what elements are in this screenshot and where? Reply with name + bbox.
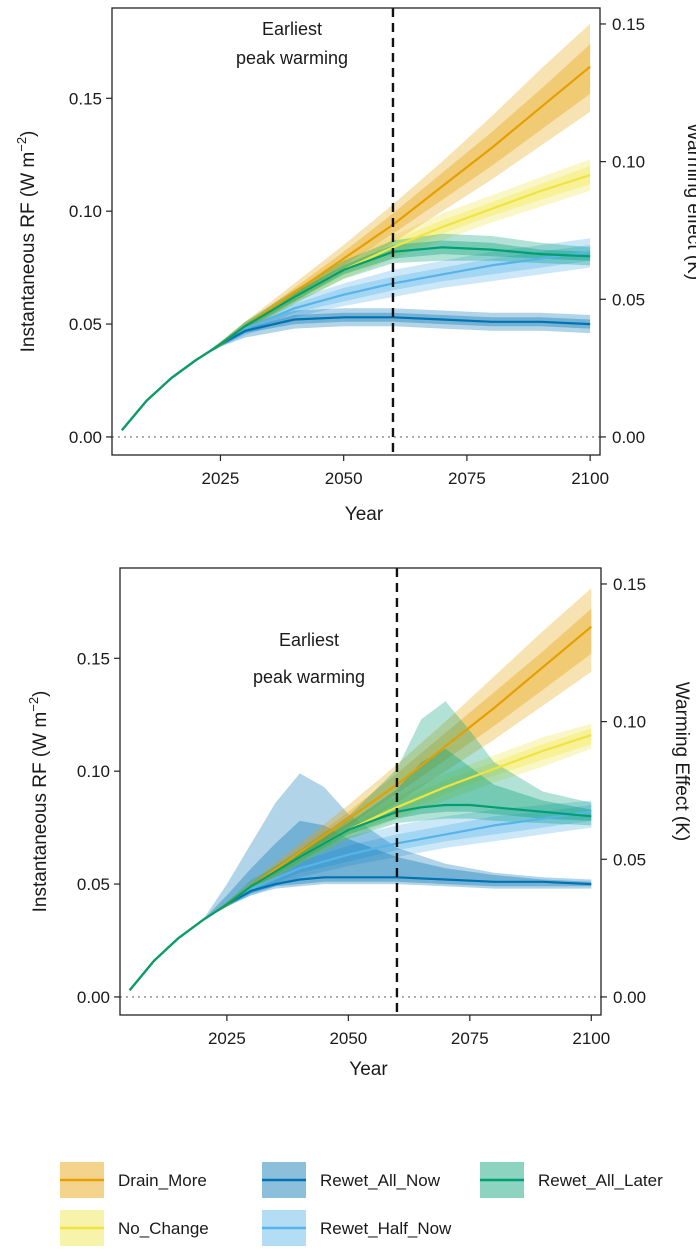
y2-tick-label: 0.15 [613,575,646,594]
x-tick-label: 2025 [202,469,240,488]
y2-tick-label: 0.10 [613,713,646,732]
band-inner-rewet-all-now [121,312,591,431]
x-axis-label: Year [349,1059,388,1080]
legend-label-rewet-all-now: Rewet_All_Now [320,1171,441,1190]
series-line-rewet-all-now [121,316,591,431]
y2-axis-label: Warming Effect (K) [671,682,692,841]
y2-tick-label: 0.05 [613,850,646,869]
series-line-rewet-all-now [128,876,592,991]
y2-tick-label: 0.05 [612,290,645,309]
legend-label-rewet-half-now: Rewet_Half_Now [320,1219,452,1238]
bottom-panel: Earliest peak warming 2025 2050 2075 2100 Year… [26,567,692,1080]
y-axis-label-text: Instantaneous RF (W m [18,152,39,353]
y-tick-label: 0.15 [69,89,102,108]
legend-label-drain-more: Drain_More [118,1171,207,1190]
y-tick-label: 0.05 [77,875,110,894]
x-tick-label: 2100 [571,469,609,488]
annotation-earliest: Earliest [279,630,339,650]
y2-tick-label: 0.15 [612,15,645,34]
y-axis-label: Instantaneous RF (W m−2) [26,691,51,913]
annotation-earliest: Earliest [262,19,322,39]
series-line-rewet-all-later [128,803,592,991]
y-tick-label: 0.15 [77,649,110,668]
x-axis-label: Year [345,504,384,525]
x-tick-label: 2075 [451,1029,489,1048]
band-inner-rewet-all-later [129,748,592,991]
band-outer-no-change [121,159,591,431]
x-tick-label: 2050 [329,1029,367,1048]
band-inner-rewet-half-now [121,245,591,431]
series-line-rewet-half-now [121,250,591,431]
y-tick-label: 0.10 [69,202,102,221]
series-line-rewet-all-later [121,246,591,431]
y-axis-label-text: Instantaneous RF (W m [30,712,51,913]
y-axis-label-superscript: −2 [14,137,29,152]
legend-label-rewet-all-later: Rewet_All_Later [538,1171,663,1190]
y-tick-label: 0.00 [77,988,110,1007]
y-axis-label-close: ) [18,131,39,137]
annotation-peak-warming: peak warming [236,48,348,68]
y2-tick-label: 0.00 [613,988,646,1007]
y-tick-label: 0.10 [77,762,110,781]
y-tick-label: 0.00 [69,428,102,447]
band-inner-no-change [129,728,592,991]
band-outer-rewet-all-now [129,773,592,991]
y-axis-label-superscript: −2 [26,697,41,712]
x-tick-label: 2050 [325,469,363,488]
y2-axis-label: Warming effect (K) [683,123,696,280]
top-panel: Earliest peak warming 2025 2050 2075 2100 Year… [14,7,696,525]
x-tick-label: 2100 [572,1029,610,1048]
x-tick-label: 2025 [208,1029,246,1048]
y2-tick-label: 0.10 [612,153,645,172]
plot-frame [111,7,601,456]
plot-frame [119,567,602,1016]
band-inner-rewet-all-now [129,820,592,991]
legend: Drain_More Rewet_All_Now Rewet_All_Later No… [60,1162,663,1246]
band-outer-drain-more [121,23,591,431]
y-axis-label: Instantaneous RF (W m−2) [14,131,39,353]
band-inner-rewet-half-now [129,805,592,991]
band-outer-rewet-all-now [121,308,591,431]
legend-label-no-change: No_Change [118,1219,209,1238]
band-outer-rewet-half-now [129,800,592,991]
annotation-peak-warming: peak warming [253,667,365,687]
band-outer-rewet-all-later [129,701,592,991]
x-tick-label: 2075 [448,469,486,488]
y-axis-label-close: ) [30,691,51,697]
band-inner-no-change [121,166,591,431]
y-tick-label: 0.05 [69,315,102,334]
y2-tick-label: 0.00 [612,428,645,447]
